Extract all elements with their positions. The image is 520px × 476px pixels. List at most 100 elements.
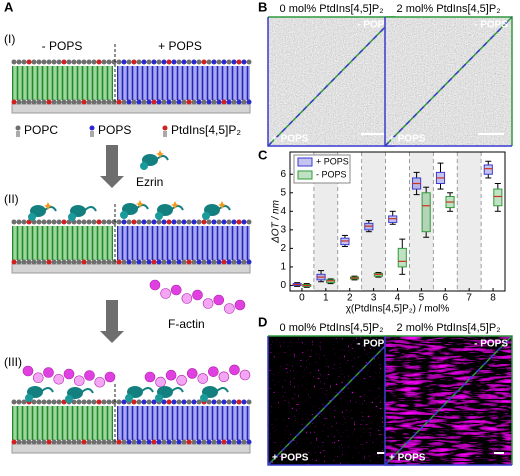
lipid-head [31, 259, 37, 265]
ezrin [140, 162, 148, 170]
x-tick-label: 8 [490, 293, 496, 304]
diagonal [267, 16, 396, 147]
lipid-head [66, 59, 72, 65]
lipid-head [181, 439, 187, 445]
lipid-head [81, 99, 87, 105]
lipid-head [191, 439, 197, 445]
lipid-head [156, 259, 162, 265]
phospho [156, 150, 164, 158]
lipid-head [56, 99, 62, 105]
lipid-head [211, 439, 217, 445]
lipid-head [31, 99, 37, 105]
actin-bead [186, 368, 198, 379]
label: + POPS [158, 39, 202, 53]
lipid-head [151, 259, 157, 265]
lipid-head [141, 439, 147, 445]
lipid-head [166, 219, 172, 225]
box [397, 247, 407, 268]
lipid-head [236, 259, 242, 265]
tails-ps [117, 226, 250, 260]
lipid-head [201, 219, 207, 225]
ezrin-tail [135, 204, 149, 210]
lipid-head [46, 99, 52, 105]
legend-frame [293, 154, 351, 184]
lipid-head [31, 439, 37, 445]
lipid-head [231, 219, 237, 225]
ezrin [28, 213, 36, 221]
lipid-head [141, 99, 147, 105]
ezrin [65, 395, 73, 403]
lipid-head [191, 259, 197, 265]
lipid-head [161, 99, 167, 105]
lipid-head [121, 59, 127, 65]
lipid-head [26, 99, 32, 105]
lipid-head [16, 59, 22, 65]
legend-swatch [297, 170, 313, 180]
y-tick-label: 2 [280, 243, 286, 254]
x-tick-label: 5 [419, 293, 425, 304]
y-axis-label: ΔOT / nm [271, 200, 282, 244]
lipid-head [136, 259, 142, 265]
legend-head [89, 125, 95, 131]
phospho [218, 201, 226, 209]
lipid-head [11, 439, 17, 445]
tails-ps [117, 66, 250, 100]
lipid-head [246, 399, 252, 405]
actin-bead [224, 303, 235, 314]
actin-bead [208, 366, 219, 377]
lipid-head [231, 259, 237, 265]
phospho [171, 201, 179, 209]
lipid-head [41, 399, 47, 405]
lipid-head [86, 99, 92, 105]
lipid-head [76, 99, 82, 105]
lipid-head [131, 99, 137, 105]
legend-label: + POPS [316, 156, 349, 166]
lipid-head [61, 399, 67, 405]
arrow [100, 300, 124, 343]
lipid-head [46, 219, 52, 225]
label: + POPS [389, 134, 426, 145]
lipid-head [156, 99, 162, 105]
label: - POPS [474, 339, 508, 350]
lipid-head [176, 399, 182, 405]
lipid-head [186, 439, 192, 445]
lipid-head [146, 99, 152, 105]
lipid-head [181, 99, 187, 105]
lipid-head [16, 399, 22, 405]
lipid-head [201, 259, 207, 265]
lipid-head [201, 59, 207, 65]
y-tick-label: 1 [280, 262, 286, 273]
lipid-head [26, 59, 32, 65]
lipid-head [116, 259, 122, 265]
lipid-head [46, 439, 52, 445]
lipid-head [111, 219, 117, 225]
legend-head [15, 125, 21, 131]
lipid-head [181, 219, 187, 225]
lipid-head [156, 59, 162, 65]
ezrin-tail [217, 205, 231, 211]
lipid-head [206, 259, 212, 265]
lipid-head [56, 259, 62, 265]
x-tick-label: 0 [299, 293, 305, 304]
tails-pc [12, 226, 113, 260]
lipid-head [141, 219, 147, 225]
lipid-head [36, 59, 42, 65]
box [421, 192, 431, 233]
lipid-head [36, 99, 42, 105]
x-tick-label: 1 [323, 293, 329, 304]
lipid-head [221, 99, 227, 105]
lipid-head [151, 99, 157, 105]
arrow [100, 145, 124, 188]
lipid-head [101, 399, 107, 405]
lipid-head [76, 59, 82, 65]
label: + POPS [272, 453, 309, 464]
ezrin [200, 394, 208, 402]
ezrin-tail [215, 387, 229, 393]
lipid-head [176, 59, 182, 65]
lipid-head [211, 259, 217, 265]
lipid-head [131, 439, 137, 445]
lipid-head [241, 259, 247, 265]
lipid-head [226, 59, 232, 65]
ezrin [68, 213, 76, 221]
